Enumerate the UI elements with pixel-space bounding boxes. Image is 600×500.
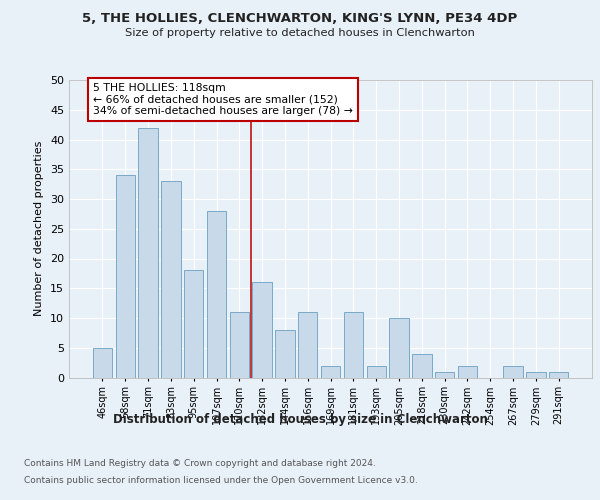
Bar — [93, 348, 112, 378]
Bar — [321, 366, 340, 378]
Y-axis label: Number of detached properties: Number of detached properties — [34, 141, 44, 316]
Bar — [207, 211, 226, 378]
Text: Contains public sector information licensed under the Open Government Licence v3: Contains public sector information licen… — [24, 476, 418, 485]
Text: 5, THE HOLLIES, CLENCHWARTON, KING'S LYNN, PE34 4DP: 5, THE HOLLIES, CLENCHWARTON, KING'S LYN… — [82, 12, 518, 26]
Text: 5 THE HOLLIES: 118sqm
← 66% of detached houses are smaller (152)
34% of semi-det: 5 THE HOLLIES: 118sqm ← 66% of detached … — [93, 83, 353, 116]
Bar — [458, 366, 477, 378]
Bar — [184, 270, 203, 378]
Bar — [161, 181, 181, 378]
Bar — [389, 318, 409, 378]
Text: Size of property relative to detached houses in Clenchwarton: Size of property relative to detached ho… — [125, 28, 475, 38]
Bar — [367, 366, 386, 378]
Bar — [503, 366, 523, 378]
Text: Contains HM Land Registry data © Crown copyright and database right 2024.: Contains HM Land Registry data © Crown c… — [24, 459, 376, 468]
Bar — [526, 372, 545, 378]
Bar — [253, 282, 272, 378]
Bar — [344, 312, 363, 378]
Text: Distribution of detached houses by size in Clenchwarton: Distribution of detached houses by size … — [113, 412, 487, 426]
Bar — [412, 354, 431, 378]
Bar — [275, 330, 295, 378]
Bar — [230, 312, 249, 378]
Bar — [139, 128, 158, 378]
Bar — [116, 175, 135, 378]
Bar — [549, 372, 568, 378]
Bar — [435, 372, 454, 378]
Bar — [298, 312, 317, 378]
